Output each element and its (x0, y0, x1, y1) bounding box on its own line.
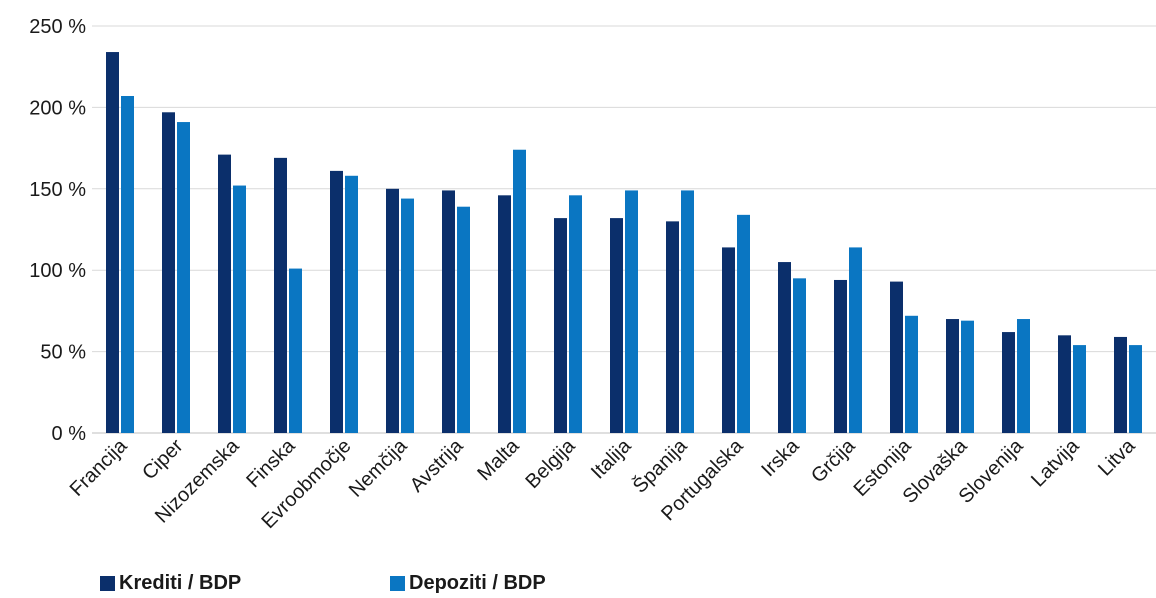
y-tick-label: 250 % (29, 16, 86, 38)
bar-krediti (778, 262, 791, 433)
bar-depoziti (737, 214, 750, 433)
y-tick-label: 200 % (29, 97, 86, 119)
bar-krediti (162, 112, 175, 433)
bar-depoziti (457, 206, 470, 433)
bar-krediti (330, 170, 343, 433)
legend: Krediti / BDP Depoziti / BDP (100, 572, 680, 595)
x-tick-label: Belgija (522, 434, 581, 493)
bar-depoziti (1017, 319, 1030, 433)
x-tick-label: Nemčija (345, 434, 412, 501)
bar-depoziti (513, 149, 526, 433)
x-tick-label: Litva (1094, 434, 1140, 480)
bar-krediti (554, 218, 567, 433)
bar-depoziti (233, 185, 246, 433)
bars (106, 52, 1142, 434)
legend-item-depoziti: Depoziti / BDP (390, 572, 680, 595)
bar-depoziti (905, 315, 918, 433)
bar-depoziti (289, 268, 302, 433)
bar-depoziti (849, 247, 862, 433)
bar-depoziti (1129, 345, 1142, 433)
bar-depoziti (121, 96, 134, 433)
legend-label-depoziti: Depoziti / BDP (409, 572, 546, 594)
legend-swatch-depoziti (390, 576, 405, 591)
gridlines (92, 25, 1156, 434)
legend-swatch-krediti (100, 576, 115, 591)
bar-depoziti (681, 190, 694, 433)
x-tick-label: Latvija (1027, 434, 1084, 491)
bar-depoziti (345, 175, 358, 433)
x-axis: Francija CiperNizozemskaFinskaEvroobmočje… (66, 434, 1140, 533)
bar-krediti (1114, 336, 1127, 433)
bar-krediti (666, 221, 679, 433)
bar-krediti (834, 279, 847, 433)
bar-depoziti (569, 195, 582, 433)
bar-krediti (610, 218, 623, 433)
bar-depoziti (625, 190, 638, 433)
bar-krediti (386, 188, 399, 433)
y-tick-label: 0 % (52, 423, 87, 445)
legend-item-krediti: Krediti / BDP (100, 572, 390, 595)
bar-krediti (218, 154, 231, 433)
bar-krediti (498, 195, 511, 433)
bar-depoziti (1073, 345, 1086, 433)
bar-krediti (946, 319, 959, 433)
y-tick-label: 150 % (29, 179, 86, 201)
y-axis: 0 % 50 % 100 % 150 % 200 % 250 % (29, 16, 86, 445)
y-tick-label: 100 % (29, 260, 86, 282)
bar-krediti (722, 247, 735, 433)
x-tick-label: Ciper (138, 435, 188, 485)
bar-krediti (890, 281, 903, 433)
x-tick-label: Italija (587, 434, 636, 483)
x-tick-label: Irska (757, 434, 804, 481)
bar-depoziti (401, 198, 414, 433)
bar-depoziti (961, 320, 974, 433)
bar-depoziti (793, 278, 806, 433)
bar-depoziti (177, 122, 190, 433)
x-tick-label: Malta (473, 434, 524, 485)
x-tick-label: Grčija (807, 434, 860, 487)
legend-label-krediti: Krediti / BDP (119, 572, 242, 594)
x-tick-label: Avstrija (406, 434, 468, 496)
y-tick-label: 50 % (40, 342, 86, 364)
bar-krediti (442, 190, 455, 433)
bar-krediti (1058, 335, 1071, 433)
bar-krediti (1002, 332, 1015, 433)
bar-krediti (106, 52, 119, 433)
bar-krediti (274, 157, 287, 434)
